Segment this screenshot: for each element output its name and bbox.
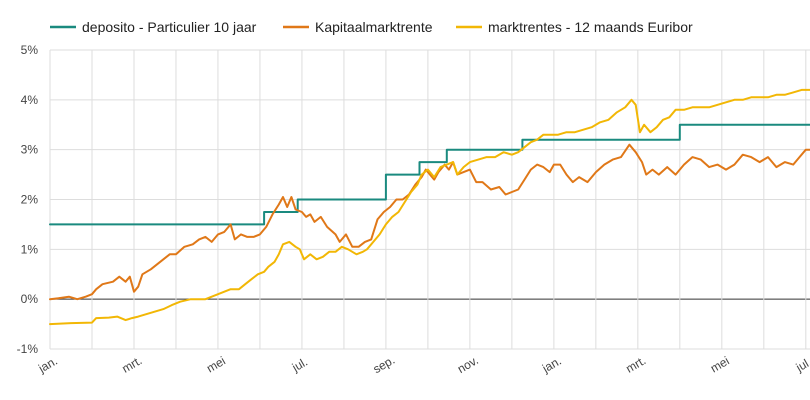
- series-line-3: [49, 88, 810, 326]
- legend-label: Kapitaalmarktrente: [315, 19, 433, 35]
- legend-label: marktrentes - 12 maands Euribor: [488, 19, 693, 35]
- legend[interactable]: deposito - Particulier 10 jaar Kapitaalma…: [50, 19, 693, 35]
- y-tick-label: 3%: [21, 143, 39, 157]
- y-tick-label: -1%: [17, 342, 39, 356]
- x-tick-label: jan.: [35, 354, 60, 376]
- y-tick-label: 1%: [21, 242, 39, 256]
- series-line-1: [49, 123, 810, 226]
- series-line-2: [49, 143, 810, 301]
- x-tick-label: mrt.: [623, 353, 648, 375]
- x-tick-label: mei: [204, 354, 228, 376]
- legend-label: deposito - Particulier 10 jaar: [82, 19, 257, 35]
- legend-item-3[interactable]: marktrentes - 12 maands Euribor: [456, 19, 693, 35]
- axes: -1% 0% 1% 2% 3% 4% 5% jan. mrt. mei jul. sep. nov. ja…: [17, 43, 810, 376]
- x-tick-label: jul.: [289, 355, 310, 375]
- x-tick-label: mei: [708, 354, 732, 376]
- y-tick-label: 2%: [21, 193, 39, 207]
- x-tick-label: jul.: [793, 355, 810, 375]
- x-tick-label: mrt.: [120, 353, 145, 375]
- x-tick-label: jan.: [539, 354, 564, 376]
- y-tick-label: 5%: [21, 43, 39, 57]
- y-tick-label: 0%: [21, 292, 39, 306]
- legend-item-2[interactable]: Kapitaalmarktrente: [283, 19, 433, 35]
- legend-item-1[interactable]: deposito - Particulier 10 jaar: [50, 19, 257, 35]
- x-tick-label: sep.: [371, 353, 398, 376]
- y-tick-label: 4%: [21, 93, 39, 107]
- grid: [49, 49, 810, 350]
- x-tick-label: nov.: [455, 353, 481, 376]
- series-lines: [49, 88, 810, 326]
